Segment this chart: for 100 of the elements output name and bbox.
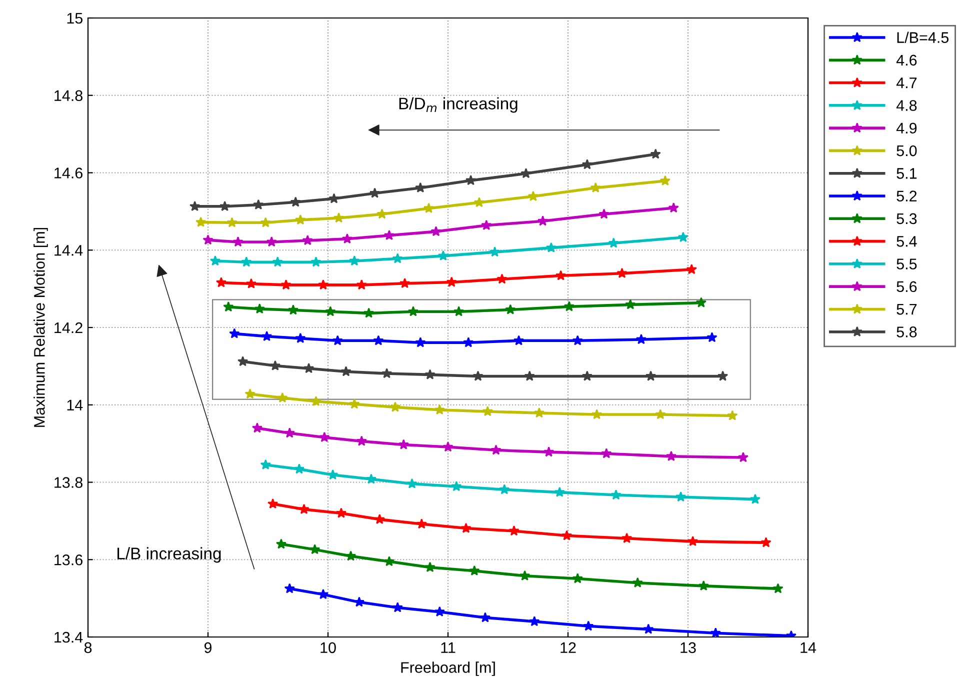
point — [195, 216, 206, 227]
point — [327, 469, 338, 480]
point — [706, 332, 718, 342]
point — [442, 441, 454, 452]
point — [277, 392, 288, 403]
legend-label: 4.6 — [896, 54, 917, 66]
point — [363, 308, 374, 318]
x-tick-label: 12 — [560, 642, 576, 653]
point — [381, 368, 392, 378]
point — [555, 270, 566, 280]
point — [772, 583, 784, 594]
point — [424, 562, 436, 572]
point — [717, 370, 728, 381]
point — [505, 304, 516, 314]
point — [489, 246, 500, 257]
point — [349, 398, 360, 409]
point — [415, 337, 426, 348]
point — [675, 491, 686, 502]
point — [392, 602, 403, 612]
point — [591, 408, 602, 420]
point — [524, 370, 535, 381]
point — [241, 256, 252, 267]
x-tick-label: 14 — [800, 642, 816, 653]
point — [601, 448, 612, 458]
point — [340, 366, 352, 376]
y-tick-label: 13.6 — [54, 554, 82, 566]
point — [480, 612, 491, 622]
point — [590, 182, 601, 192]
point — [546, 242, 557, 252]
point — [481, 220, 492, 230]
point — [561, 530, 572, 540]
point — [310, 256, 322, 267]
y-axis-title: Maximum Relative Motion [m] — [34, 228, 48, 427]
point — [384, 556, 395, 566]
point — [328, 193, 340, 204]
point — [760, 537, 772, 548]
point — [598, 208, 610, 219]
point — [336, 508, 347, 518]
point — [520, 168, 532, 178]
point — [416, 518, 427, 529]
point — [678, 232, 689, 242]
point — [284, 428, 295, 438]
legend-label: 4.8 — [896, 100, 917, 111]
point — [325, 306, 336, 316]
point — [650, 148, 661, 159]
point — [438, 250, 449, 261]
legend-label: 5.3 — [896, 213, 917, 224]
point — [463, 337, 474, 348]
point — [318, 279, 329, 290]
point — [696, 297, 707, 308]
point — [490, 444, 502, 455]
point — [260, 217, 271, 228]
point — [252, 422, 263, 433]
point — [469, 565, 480, 576]
y-tick-label: 14.6 — [54, 168, 82, 178]
y-tick-label: 14 — [67, 400, 83, 410]
point — [232, 236, 244, 247]
point — [434, 404, 445, 415]
legend-label: 5.0 — [896, 145, 917, 156]
point — [423, 202, 434, 213]
point — [738, 452, 749, 462]
x-tick-label: 10 — [320, 642, 336, 654]
x-tick-label: 8 — [84, 642, 92, 654]
point — [415, 182, 426, 192]
y-tick-label: 13.4 — [54, 632, 83, 643]
point — [290, 196, 301, 207]
legend-label: L/B=4.5 — [897, 32, 949, 43]
point — [303, 362, 314, 374]
point — [319, 432, 330, 442]
legend-label: 4.9 — [896, 122, 917, 134]
point — [366, 474, 377, 484]
point — [625, 299, 636, 310]
point — [572, 573, 583, 584]
point — [583, 620, 594, 631]
point — [318, 588, 329, 600]
x-tick-label: 11 — [441, 642, 456, 653]
point — [223, 301, 234, 312]
point — [399, 278, 410, 288]
point — [298, 504, 310, 514]
annotation: L/B increasing — [118, 547, 221, 563]
point — [499, 484, 510, 494]
point — [219, 200, 230, 212]
point — [645, 370, 656, 381]
legend-label: 5.5 — [896, 258, 917, 270]
point — [608, 238, 619, 248]
point — [616, 268, 628, 278]
point — [229, 328, 240, 338]
point — [451, 480, 462, 492]
point — [253, 199, 264, 210]
point — [369, 188, 380, 198]
legend-label: 5.7 — [896, 304, 917, 315]
point — [189, 200, 200, 212]
point — [424, 369, 436, 380]
point — [392, 253, 403, 264]
point — [537, 216, 548, 226]
point — [655, 408, 666, 420]
y-tick-label: 15 — [67, 13, 82, 24]
point — [564, 301, 575, 312]
point — [686, 264, 697, 274]
point — [668, 202, 679, 213]
